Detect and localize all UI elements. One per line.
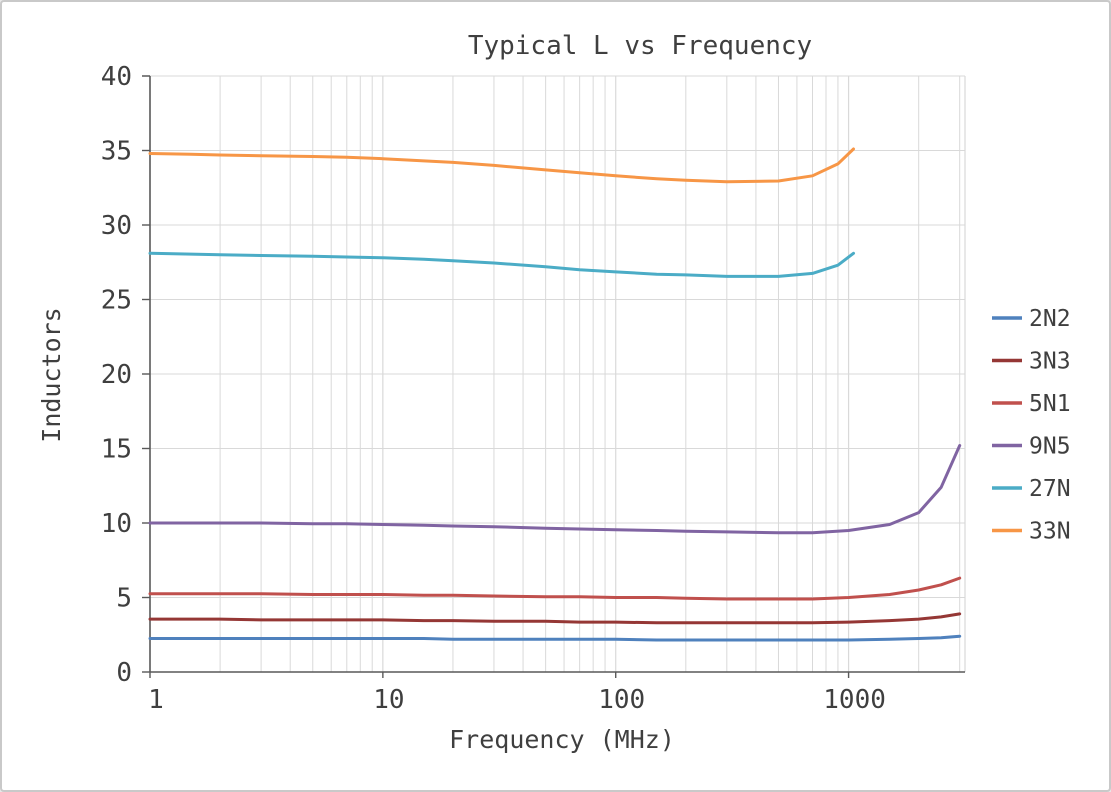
series-line-3N3	[148, 612, 962, 625]
chart-legend: 2N2 3N3 5N1 9N5 27N 33N	[992, 306, 1071, 545]
series-line-5N1	[148, 576, 962, 601]
legend-item-5N1: 5N1	[992, 391, 1071, 417]
x-tick-label: 100	[598, 685, 645, 715]
legend-label-33N: 33N	[1029, 519, 1071, 545]
x-tick-label: 10	[373, 685, 404, 715]
y-tick-label: 35	[101, 137, 132, 167]
y-tick-label: 20	[101, 360, 132, 390]
x-axis-title: Frequency (MHz)	[449, 725, 675, 754]
series-line-33N	[148, 147, 855, 184]
y-tick-label: 25	[101, 286, 132, 316]
x-tick-label: 1000	[823, 685, 886, 715]
legend-label-5N1: 5N1	[1029, 391, 1071, 417]
y-tick-label: 0	[116, 658, 132, 688]
series-line-27N	[148, 251, 855, 278]
legend-label-3N3: 3N3	[1029, 349, 1071, 375]
y-tick-label: 15	[101, 435, 132, 465]
x-tick-label: 1	[148, 685, 164, 715]
series-line-9N5	[148, 444, 962, 535]
legend-item-33N: 33N	[992, 519, 1071, 545]
legend-item-9N5: 9N5	[992, 434, 1071, 460]
series-line-2N2	[148, 634, 962, 642]
y-tick-label: 40	[101, 62, 132, 92]
chart-title: Typical L vs Frequency	[468, 31, 812, 61]
legend-label-27N: 27N	[1029, 476, 1071, 502]
y-tick-label: 30	[101, 211, 132, 241]
legend-label-9N5: 9N5	[1029, 434, 1071, 460]
plot-area: 0 5 10 15 20 25 30 35 40 1 10 100 1000	[101, 62, 966, 715]
legend-item-3N3: 3N3	[992, 349, 1071, 375]
legend-item-27N: 27N	[992, 476, 1071, 502]
y-tick-label: 5	[116, 584, 132, 614]
legend-label-2N2: 2N2	[1029, 306, 1071, 332]
legend-item-2N2: 2N2	[992, 306, 1071, 332]
y-tick-label: 10	[101, 509, 132, 539]
y-axis-title: Inductors	[37, 307, 66, 442]
